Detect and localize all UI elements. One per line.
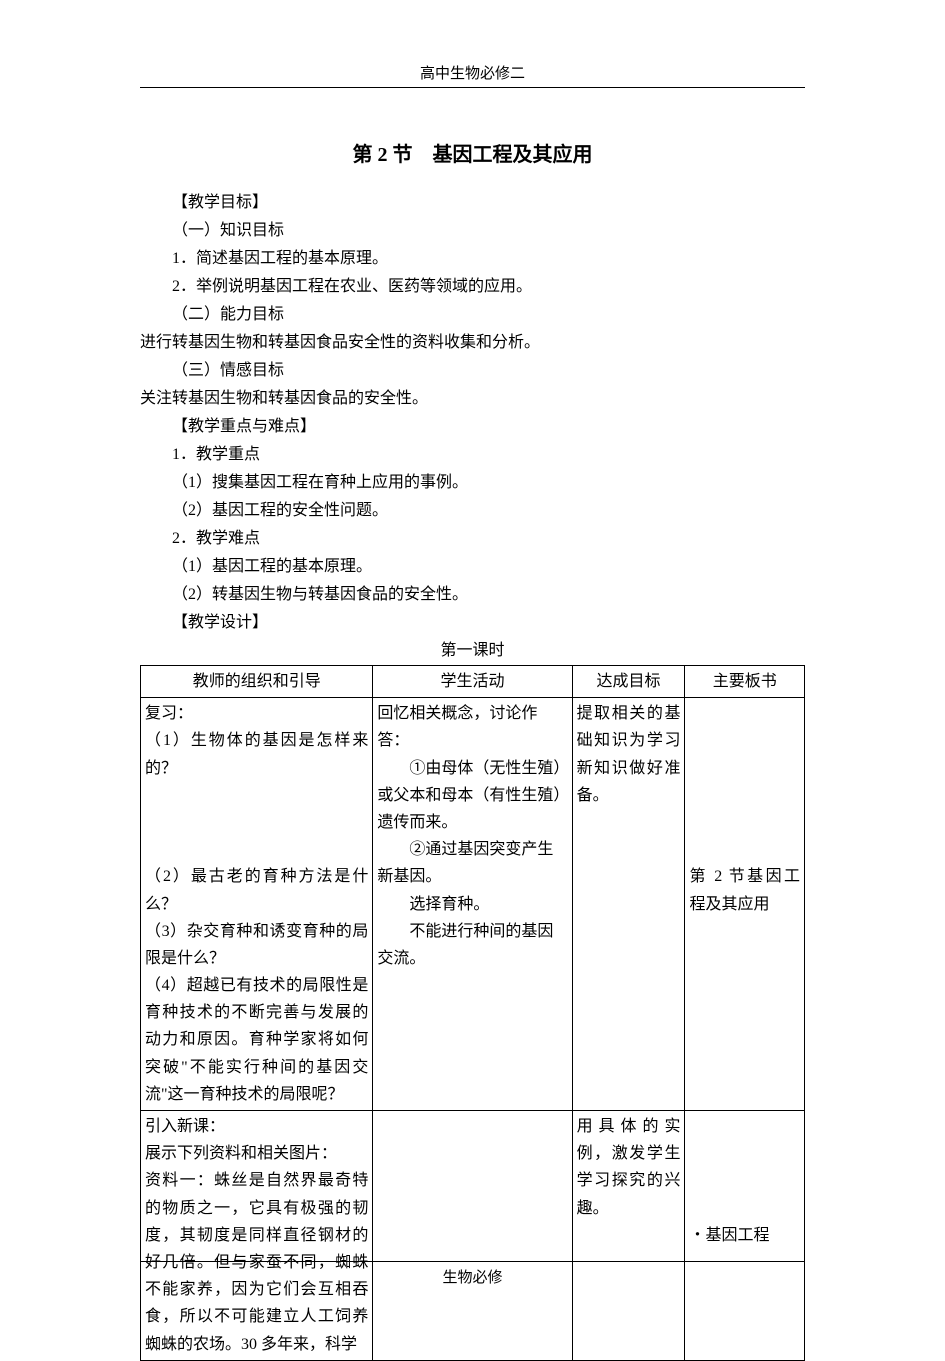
table-cell: 引入新课：展示下列资料和相关图片：资料一：蛛丝是自然界最奇特的物质之一，它具有极… xyxy=(141,1111,373,1361)
text-item: （1）基因工程的基本原理。 xyxy=(140,553,805,581)
text-item: 2．举例说明基因工程在农业、医药等领域的应用。 xyxy=(140,273,805,301)
heading-design: 【教学设计】 xyxy=(140,609,805,637)
table-row: 复习：（1）生物体的基因是怎样来的？ （2）最古老的育种方法是什么？（3）杂交育… xyxy=(141,698,805,1111)
page-header: 高中生物必修二 xyxy=(140,62,805,88)
section-title: 第 2 节 基因工程及其应用 xyxy=(140,138,805,167)
subheading-knowledge: （一）知识目标 xyxy=(140,217,805,245)
table-cell: 提取相关的基础知识为学习新知识做好准备。 xyxy=(572,698,685,1111)
main-content: 【教学目标】 （一）知识目标 1．简述基因工程的基本原理。 2．举例说明基因工程… xyxy=(140,189,805,1361)
subheading-focus: 1．教学重点 xyxy=(140,441,805,469)
page-footer: 生物必修 xyxy=(140,1261,805,1287)
table-header: 教师的组织和引导 xyxy=(141,666,373,698)
lesson-subtitle: 第一课时 xyxy=(140,637,805,665)
table-header: 主要板书 xyxy=(685,666,805,698)
text-item: 1．简述基因工程的基本原理。 xyxy=(140,245,805,273)
text-item: 进行转基因生物和转基因食品安全性的资料收集和分析。 xyxy=(140,329,805,357)
heading-keypoints: 【教学重点与难点】 xyxy=(140,413,805,441)
text-item: 关注转基因生物和转基因食品的安全性。 xyxy=(140,385,805,413)
table-cell: 复习：（1）生物体的基因是怎样来的？ （2）最古老的育种方法是什么？（3）杂交育… xyxy=(141,698,373,1111)
text-item: （2）转基因生物与转基因食品的安全性。 xyxy=(140,581,805,609)
table-header-row: 教师的组织和引导 学生活动 达成目标 主要板书 xyxy=(141,666,805,698)
table-cell: 回忆相关概念，讨论作答： ①由母体（无性生殖）或父本和母本（有性生殖）遗传而来。… xyxy=(373,698,572,1111)
text-item: （1）搜集基因工程在育种上应用的事例。 xyxy=(140,469,805,497)
table-row: 引入新课：展示下列资料和相关图片：资料一：蛛丝是自然界最奇特的物质之一，它具有极… xyxy=(141,1111,805,1361)
table-cell xyxy=(373,1111,572,1361)
table-cell: 用具体的实例，激发学生学习探究的兴趣。 xyxy=(572,1111,685,1361)
table-cell: 第 2 节基因工程及其应用 xyxy=(685,698,805,1111)
subheading-difficulty: 2．教学难点 xyxy=(140,525,805,553)
table-cell: ・基因工程 xyxy=(685,1111,805,1361)
heading-objectives: 【教学目标】 xyxy=(140,189,805,217)
subheading-ability: （二）能力目标 xyxy=(140,301,805,329)
text-item: （2）基因工程的安全性问题。 xyxy=(140,497,805,525)
subheading-emotion: （三）情感目标 xyxy=(140,357,805,385)
lesson-table: 教师的组织和引导 学生活动 达成目标 主要板书 复习：（1）生物体的基因是怎样来… xyxy=(140,665,805,1361)
table-header: 达成目标 xyxy=(572,666,685,698)
table-header: 学生活动 xyxy=(373,666,572,698)
